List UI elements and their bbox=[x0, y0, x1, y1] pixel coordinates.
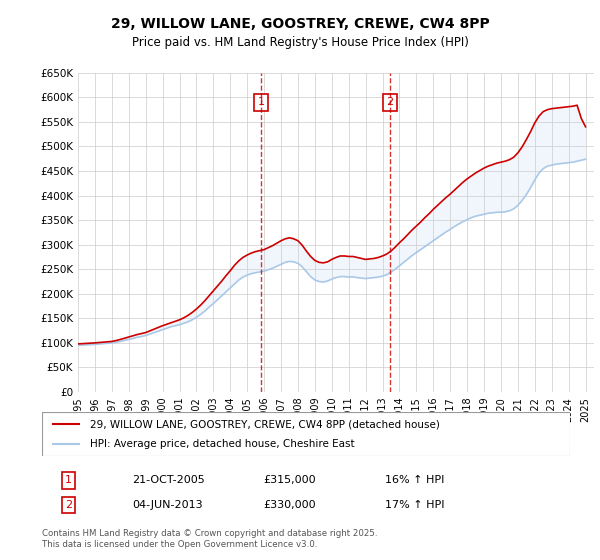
Text: 2: 2 bbox=[386, 97, 393, 108]
Text: Price paid vs. HM Land Registry's House Price Index (HPI): Price paid vs. HM Land Registry's House … bbox=[131, 36, 469, 49]
Text: 29, WILLOW LANE, GOOSTREY, CREWE, CW4 8PP (detached house): 29, WILLOW LANE, GOOSTREY, CREWE, CW4 8P… bbox=[89, 419, 439, 429]
Text: 2: 2 bbox=[65, 500, 72, 510]
Text: 04-JUN-2013: 04-JUN-2013 bbox=[132, 500, 202, 510]
Text: 17% ↑ HPI: 17% ↑ HPI bbox=[385, 500, 445, 510]
Text: 29, WILLOW LANE, GOOSTREY, CREWE, CW4 8PP: 29, WILLOW LANE, GOOSTREY, CREWE, CW4 8P… bbox=[110, 17, 490, 31]
Text: 1: 1 bbox=[65, 475, 72, 486]
Text: Contains HM Land Registry data © Crown copyright and database right 2025.
This d: Contains HM Land Registry data © Crown c… bbox=[42, 529, 377, 549]
Text: £315,000: £315,000 bbox=[264, 475, 316, 486]
Text: 1: 1 bbox=[257, 97, 265, 108]
Text: 21-OCT-2005: 21-OCT-2005 bbox=[132, 475, 205, 486]
FancyBboxPatch shape bbox=[42, 412, 570, 456]
Text: HPI: Average price, detached house, Cheshire East: HPI: Average price, detached house, Ches… bbox=[89, 439, 354, 449]
Text: 16% ↑ HPI: 16% ↑ HPI bbox=[385, 475, 445, 486]
Text: £330,000: £330,000 bbox=[264, 500, 316, 510]
